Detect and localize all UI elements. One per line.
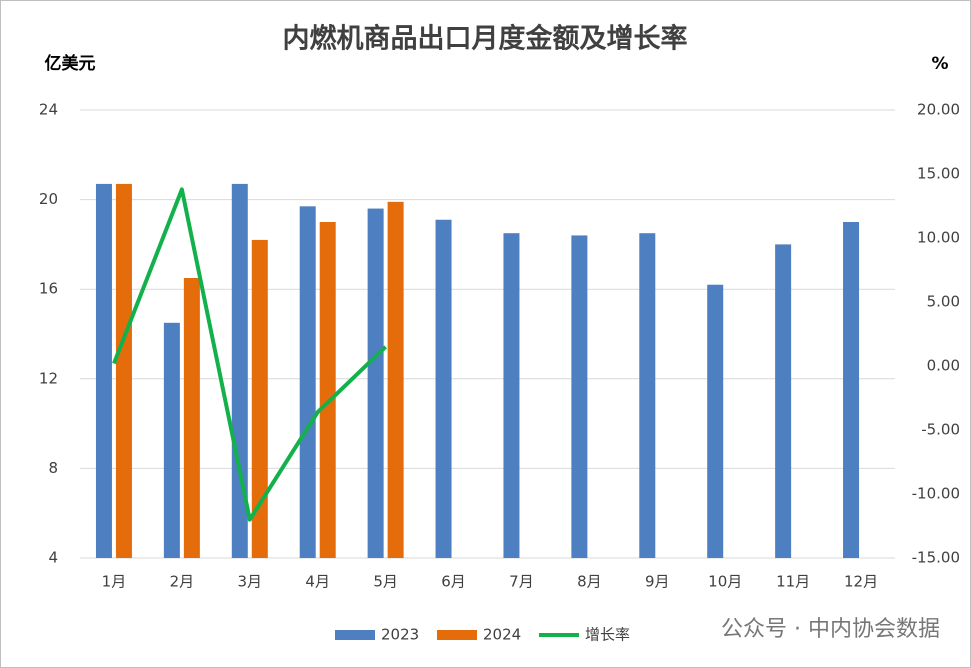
y2-tick-label: 0.00 (927, 357, 960, 375)
watermark: 公众号 · 中内协会数据 (721, 617, 940, 642)
y-tick-label: 16 (39, 280, 58, 298)
bar (775, 244, 792, 558)
legend-label: 2023 (381, 626, 419, 644)
y2-axis-label: % (931, 54, 948, 74)
legend-swatch (437, 630, 477, 640)
x-tick-label: 7月 (509, 573, 534, 591)
y2-tick-label: -5.00 (921, 421, 960, 439)
y2-tick-label: -10.00 (912, 485, 960, 503)
y2-tick-label: 20.00 (917, 101, 960, 119)
bar (639, 233, 656, 558)
y2-tick-label: -15.00 (912, 549, 960, 567)
legend-swatch (335, 630, 375, 640)
y-tick-label: 12 (39, 369, 58, 387)
legend-label: 增长率 (585, 626, 630, 644)
bar (843, 222, 860, 558)
x-tick-label: 6月 (441, 573, 466, 591)
y-tick-label: 24 (39, 101, 58, 119)
bar (387, 201, 404, 558)
bar (183, 278, 200, 558)
x-tick-label: 10月 (708, 573, 742, 591)
x-tick-label: 8月 (577, 573, 602, 591)
x-tick-label: 1月 (102, 573, 127, 591)
x-tick-label: 3月 (238, 573, 263, 591)
y2-tick-label: 10.00 (917, 229, 960, 247)
x-tick-label: 4月 (305, 573, 330, 591)
x-tick-label: 9月 (645, 573, 670, 591)
y-tick-label: 8 (48, 459, 58, 477)
bar (115, 183, 132, 559)
legend-label: 2024 (483, 626, 521, 644)
x-tick-label: 2月 (170, 573, 195, 591)
y-tick-label: 4 (48, 549, 58, 567)
bar (707, 284, 724, 558)
y2-tick-label: 5.00 (927, 293, 960, 311)
bar (163, 322, 180, 558)
x-tick-label: 11月 (776, 573, 810, 591)
bar (435, 219, 452, 558)
line (112, 187, 388, 522)
chart-title: 内燃机商品出口月度金额及增长率 (283, 23, 688, 55)
bar (367, 208, 384, 558)
x-tick-label: 5月 (373, 573, 398, 591)
bar (299, 206, 316, 558)
bar (319, 222, 336, 558)
bar (95, 183, 112, 559)
bar (571, 235, 588, 558)
y2-tick-label: 15.00 (917, 165, 960, 183)
bar (251, 239, 268, 559)
y-axis-label: 亿美元 (45, 53, 96, 74)
y-tick-label: 20 (39, 190, 58, 208)
bar (231, 183, 248, 559)
bar (503, 233, 520, 558)
x-tick-label: 12月 (844, 573, 878, 591)
